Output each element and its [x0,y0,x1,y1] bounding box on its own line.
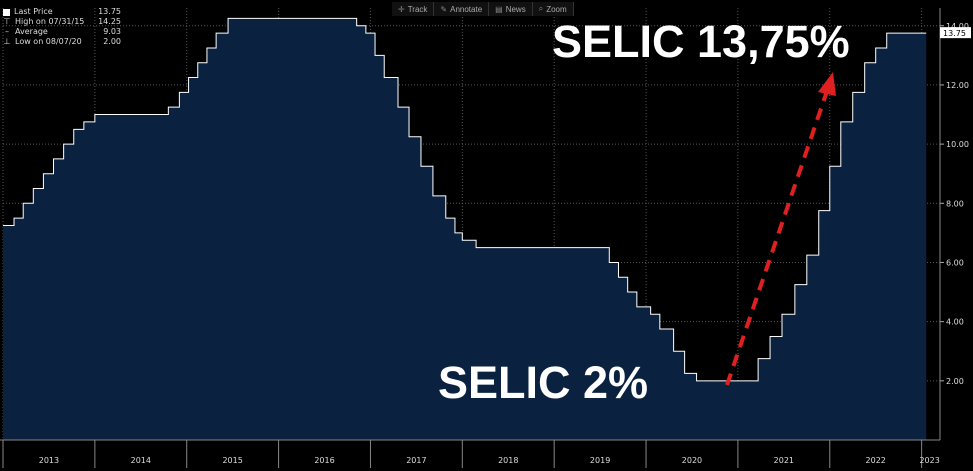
last-value-tag: 13.75 [940,27,971,39]
zoom-button[interactable]: ⌕ Zoom [533,2,574,16]
track-label: Track [407,4,428,14]
y-tick-label: 14.00 [946,22,969,31]
legend-low-label: Low on 08/07/20 [15,37,82,46]
track-button[interactable]: ✛ Track [392,2,435,16]
legend-last-price-label: Last Price [14,7,53,16]
y-tick-label: 12.00 [946,81,969,90]
y-tick-label: 6.00 [946,258,964,267]
x-tick-label: 2014 [131,456,151,465]
last-value-tag-text: 13.75 [943,29,966,38]
y-tick-label: 2.00 [946,377,964,386]
selic-line [3,17,927,382]
x-tick-label: 2019 [590,456,610,465]
x-tick-label: 2023 [919,456,939,465]
legend-low-value: 2.00 [103,37,121,46]
legend-low: ⊥ Low on 08/07/20 2.00 [3,37,121,47]
x-tick-label: 2013 [39,456,59,465]
annotation-selic-high: SELIC 13,75% [552,16,850,67]
news-icon: ▤ [495,4,503,14]
trend-arrow [725,72,836,386]
x-tick-label: 2022 [866,456,886,465]
y-tick-label: 8.00 [946,199,964,208]
average-marker-icon: – [5,27,9,36]
legend-high-label: High on 07/31/15 [15,17,85,26]
x-tick-label: 2017 [406,456,426,465]
legend-last-price-value: 13.75 [98,7,121,16]
legend-average-value: 9.03 [103,27,121,36]
x-axis: 2013 2014 2015 2016 2017 2018 2019 2020 2021 2022… [0,439,940,468]
news-label: News [505,4,526,14]
high-marker-icon: ⊤ [3,17,11,26]
selic-area [3,18,927,440]
y-tick-label: 10.00 [946,140,969,149]
x-tick-label: 2018 [498,456,518,465]
chart-toolbar: ✛ Track ✎ Annotate ▤ News ⌕ Zoom [392,2,574,16]
magnifier-icon: ⌕ [538,4,544,13]
legend-average: – Average 9.03 [3,27,121,37]
y-axis: 2.00 4.00 6.00 8.00 10.00 12.00 14.00 [939,8,969,440]
legend-last-price: Last Price 13.75 [3,7,121,17]
legend: Last Price 13.75 ⊤ High on 07/31/15 14.25… [3,7,121,47]
x-tick-label: 2015 [222,456,242,465]
x-tick-label: 2016 [314,456,334,465]
low-marker-icon: ⊥ [3,37,11,46]
legend-high: ⊤ High on 07/31/15 14.25 [3,17,121,27]
zoom-label: Zoom [546,4,567,14]
news-button[interactable]: ▤ News [489,2,533,16]
legend-high-value: 14.25 [98,17,121,26]
x-tick-label: 2020 [682,456,702,465]
annotate-button[interactable]: ✎ Annotate [434,2,490,16]
y-tick-label: 4.00 [946,318,964,327]
crosshair-icon: ✛ [398,4,405,14]
pencil-icon: ✎ [440,4,448,14]
arrow-head-icon [818,72,836,96]
annotate-label: Annotate [450,4,483,14]
legend-average-label: Average [15,27,48,36]
x-tick-label: 2021 [774,456,794,465]
square-icon [3,8,10,16]
annotation-selic-low: SELIC 2% [438,357,649,408]
